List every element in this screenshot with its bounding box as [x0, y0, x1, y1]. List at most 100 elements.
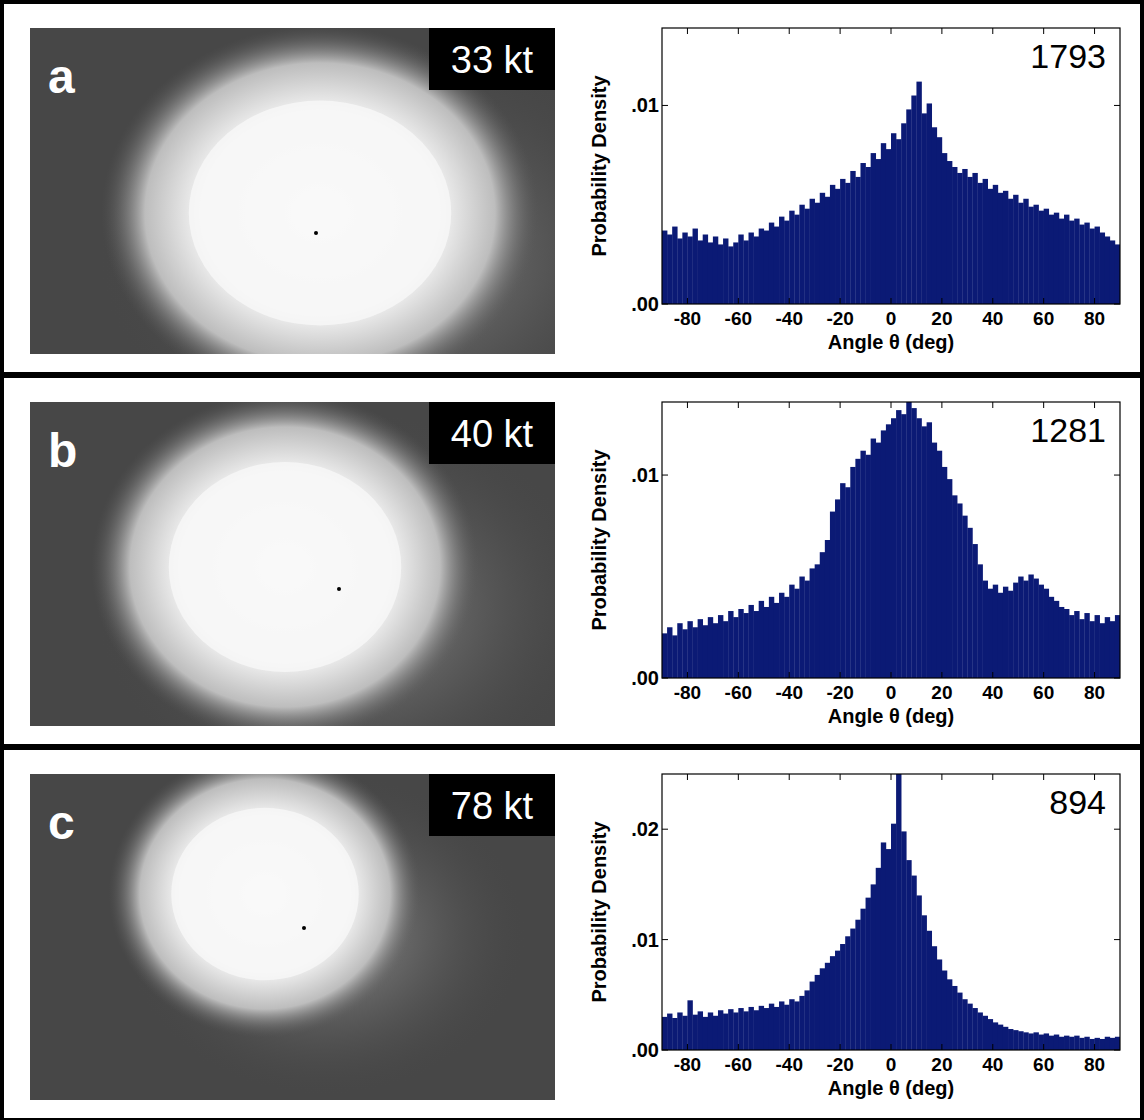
x-axis-title: Angle θ (deg): [828, 1077, 954, 1099]
bar: [860, 451, 865, 678]
x-tick: [992, 672, 993, 678]
bar: [1054, 601, 1059, 678]
panel-letter: c: [48, 796, 75, 849]
bar: [774, 227, 779, 304]
cloud-core: [169, 462, 402, 672]
bar: [677, 1012, 682, 1050]
bar: [733, 1012, 738, 1050]
bars: [662, 82, 1120, 304]
x-tick: [789, 774, 790, 780]
bar: [967, 1004, 972, 1050]
bar: [1115, 1037, 1120, 1050]
bar: [972, 173, 977, 304]
bar: [672, 227, 677, 304]
panel: b40 kt-80-60-40-20020406080.00.01Angle θ…: [2, 376, 1142, 803]
bar: [672, 635, 677, 678]
y-tick: [662, 304, 668, 305]
bar: [998, 593, 1003, 678]
bar: [1074, 219, 1079, 304]
speed-label: 78 kt: [451, 785, 534, 827]
bar: [682, 1016, 687, 1050]
plot-frame: [662, 402, 1120, 678]
y-tick-label: .00: [631, 667, 659, 689]
label-ground: [1046, 783, 1109, 821]
x-tick-label: 60: [1033, 308, 1054, 329]
x-tick: [941, 28, 942, 34]
bar: [825, 963, 830, 1050]
bar: [1023, 581, 1028, 678]
bar: [1110, 621, 1115, 678]
bar: [1074, 611, 1079, 678]
x-tick: [941, 1044, 942, 1050]
x-tick: [840, 298, 841, 304]
bar: [906, 402, 911, 678]
x-tick-label: 40: [982, 308, 1003, 329]
bar: [708, 242, 713, 304]
bar: [1033, 205, 1038, 304]
bar: [952, 495, 957, 678]
x-tick: [1043, 402, 1044, 408]
bar: [1013, 195, 1018, 304]
x-tick: [840, 28, 841, 34]
x-tick-label: -60: [725, 1054, 752, 1075]
cloud-core: [189, 101, 452, 326]
y-tick-label: .01: [631, 464, 659, 486]
bar: [820, 552, 825, 678]
bar: [988, 189, 993, 304]
bar: [830, 956, 835, 1050]
bar: [810, 568, 815, 678]
speed-box: [429, 402, 555, 464]
bar: [1028, 207, 1033, 304]
bar: [957, 173, 962, 304]
bar: [825, 540, 830, 678]
bar: [876, 868, 881, 1050]
bar: [850, 467, 855, 678]
bar: [738, 609, 743, 678]
bar: [667, 1014, 672, 1050]
bar: [1049, 1036, 1054, 1050]
bar: [830, 512, 835, 678]
bar: [1039, 1035, 1044, 1050]
bar: [1054, 213, 1059, 304]
bar: [835, 951, 840, 1050]
bar: [1013, 583, 1018, 678]
x-tick: [687, 1044, 688, 1050]
x-tick-label: 20: [931, 1054, 952, 1075]
x-tick: [738, 1044, 739, 1050]
y-tick: [1114, 105, 1120, 106]
bar: [947, 479, 952, 678]
bar: [738, 235, 743, 304]
x-axis-title: Angle θ (deg): [828, 705, 954, 727]
bar: [1008, 1029, 1013, 1050]
y-tick: [662, 939, 668, 940]
bar: [794, 589, 799, 678]
bar: [906, 109, 911, 304]
bar: [810, 982, 815, 1050]
bar: [1023, 199, 1028, 304]
x-tick: [992, 28, 993, 34]
bar: [871, 153, 876, 304]
bar: [855, 920, 860, 1050]
bar: [662, 633, 667, 678]
label-ground: [1027, 411, 1109, 449]
bar: [1089, 1039, 1094, 1050]
bar: [840, 483, 845, 678]
speed-box: [429, 28, 555, 90]
x-tick-label: 0: [886, 308, 897, 329]
bar: [759, 229, 764, 304]
bar: [947, 979, 952, 1050]
image: [30, 402, 555, 726]
x-tick: [738, 672, 739, 678]
x-tick: [789, 1044, 790, 1050]
bar: [1069, 615, 1074, 678]
x-tick: [687, 402, 688, 408]
bar: [1064, 1036, 1069, 1050]
x-tick: [687, 672, 688, 678]
x-tick: [1094, 298, 1095, 304]
bar: [815, 564, 820, 678]
center-dot: [314, 231, 318, 235]
x-tick: [687, 298, 688, 304]
bar: [922, 426, 927, 678]
y-tick-label: .02: [631, 818, 659, 840]
bar: [713, 623, 718, 678]
